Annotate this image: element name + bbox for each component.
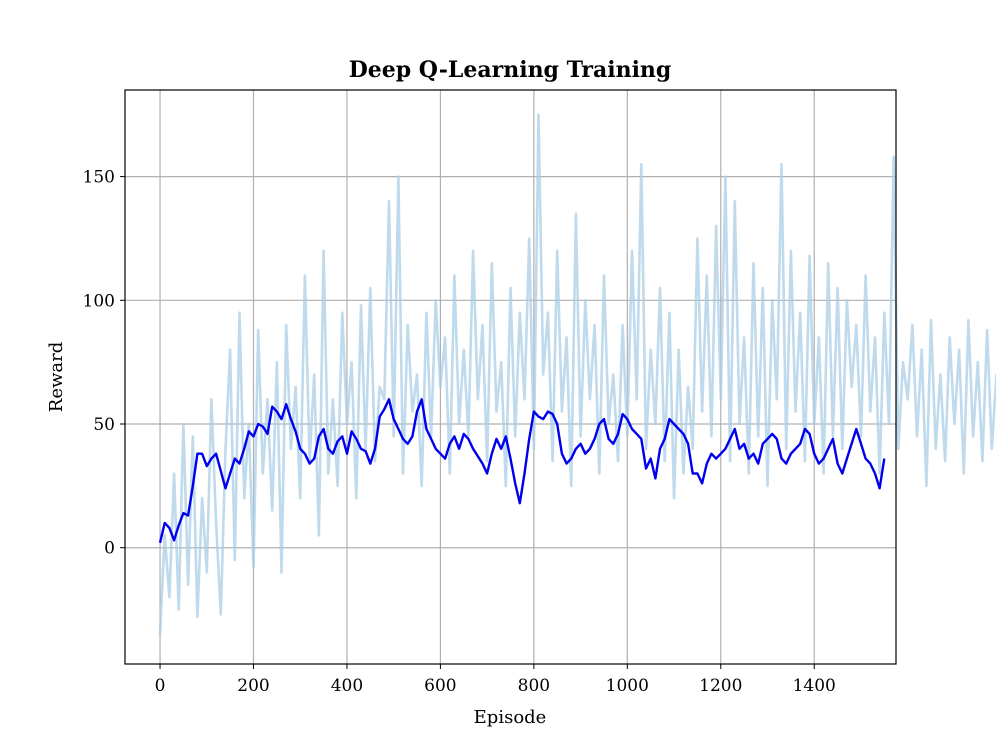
plot-frame: [124, 89, 897, 665]
series-layer: [158, 113, 996, 635]
y-tick-label: 100: [83, 291, 115, 311]
x-tick-label: 1200: [699, 676, 742, 696]
series-line-raw-reward: [158, 113, 996, 635]
x-tick-label: 800: [518, 676, 550, 696]
chart-title: Deep Q-Learning Training: [349, 57, 672, 83]
y-axis-label: Reward: [46, 342, 67, 412]
y-tick-label: 150: [83, 168, 115, 188]
x-tick-label: 0: [155, 676, 166, 696]
series-line-moving-average: [158, 398, 886, 544]
y-tick-label: 0: [104, 539, 115, 559]
x-tick-label: 600: [424, 676, 456, 696]
y-tick-label: 50: [93, 415, 115, 435]
ticks: 0 200 400 600 800 1000 1200 1400 0 50 100 150: [83, 168, 836, 696]
x-tick-label: 1400: [793, 676, 836, 696]
x-tick-label: 400: [331, 676, 363, 696]
x-tick-label: 200: [237, 676, 269, 696]
x-axis-label: Episode: [474, 707, 547, 728]
x-tick-label: 1000: [606, 676, 649, 696]
